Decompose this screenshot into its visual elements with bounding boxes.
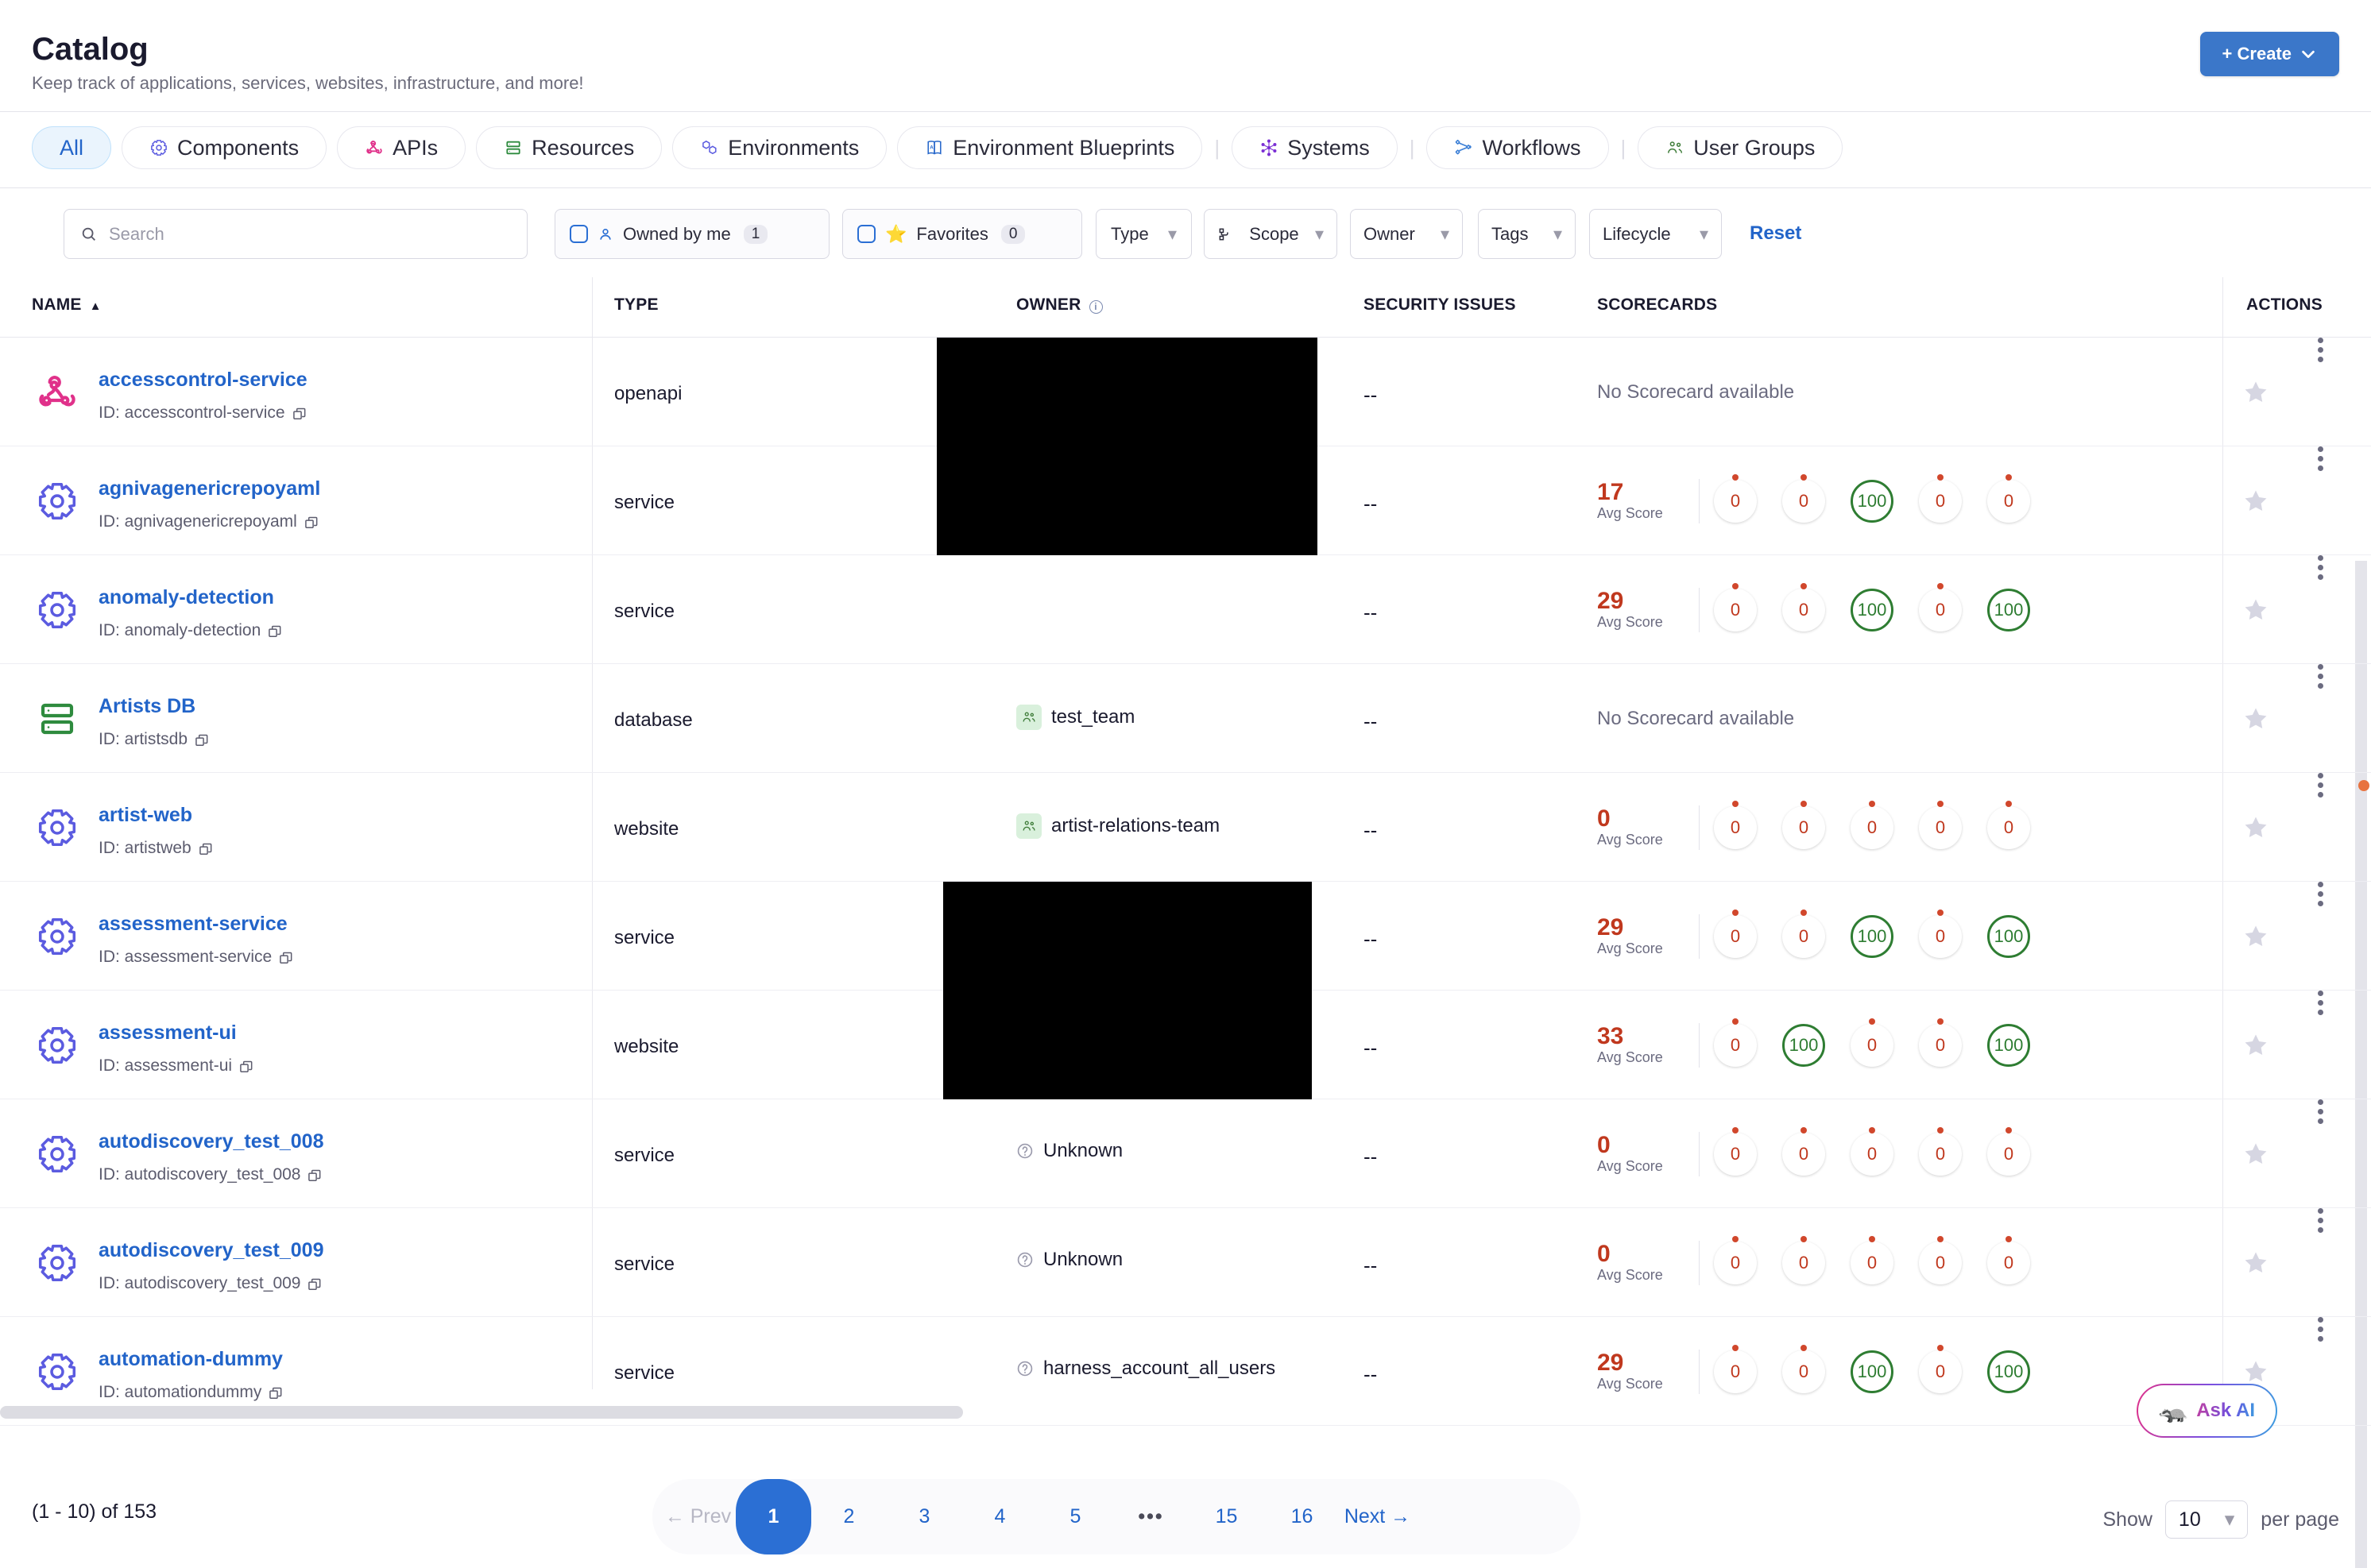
svg-text:A: A: [930, 145, 934, 151]
